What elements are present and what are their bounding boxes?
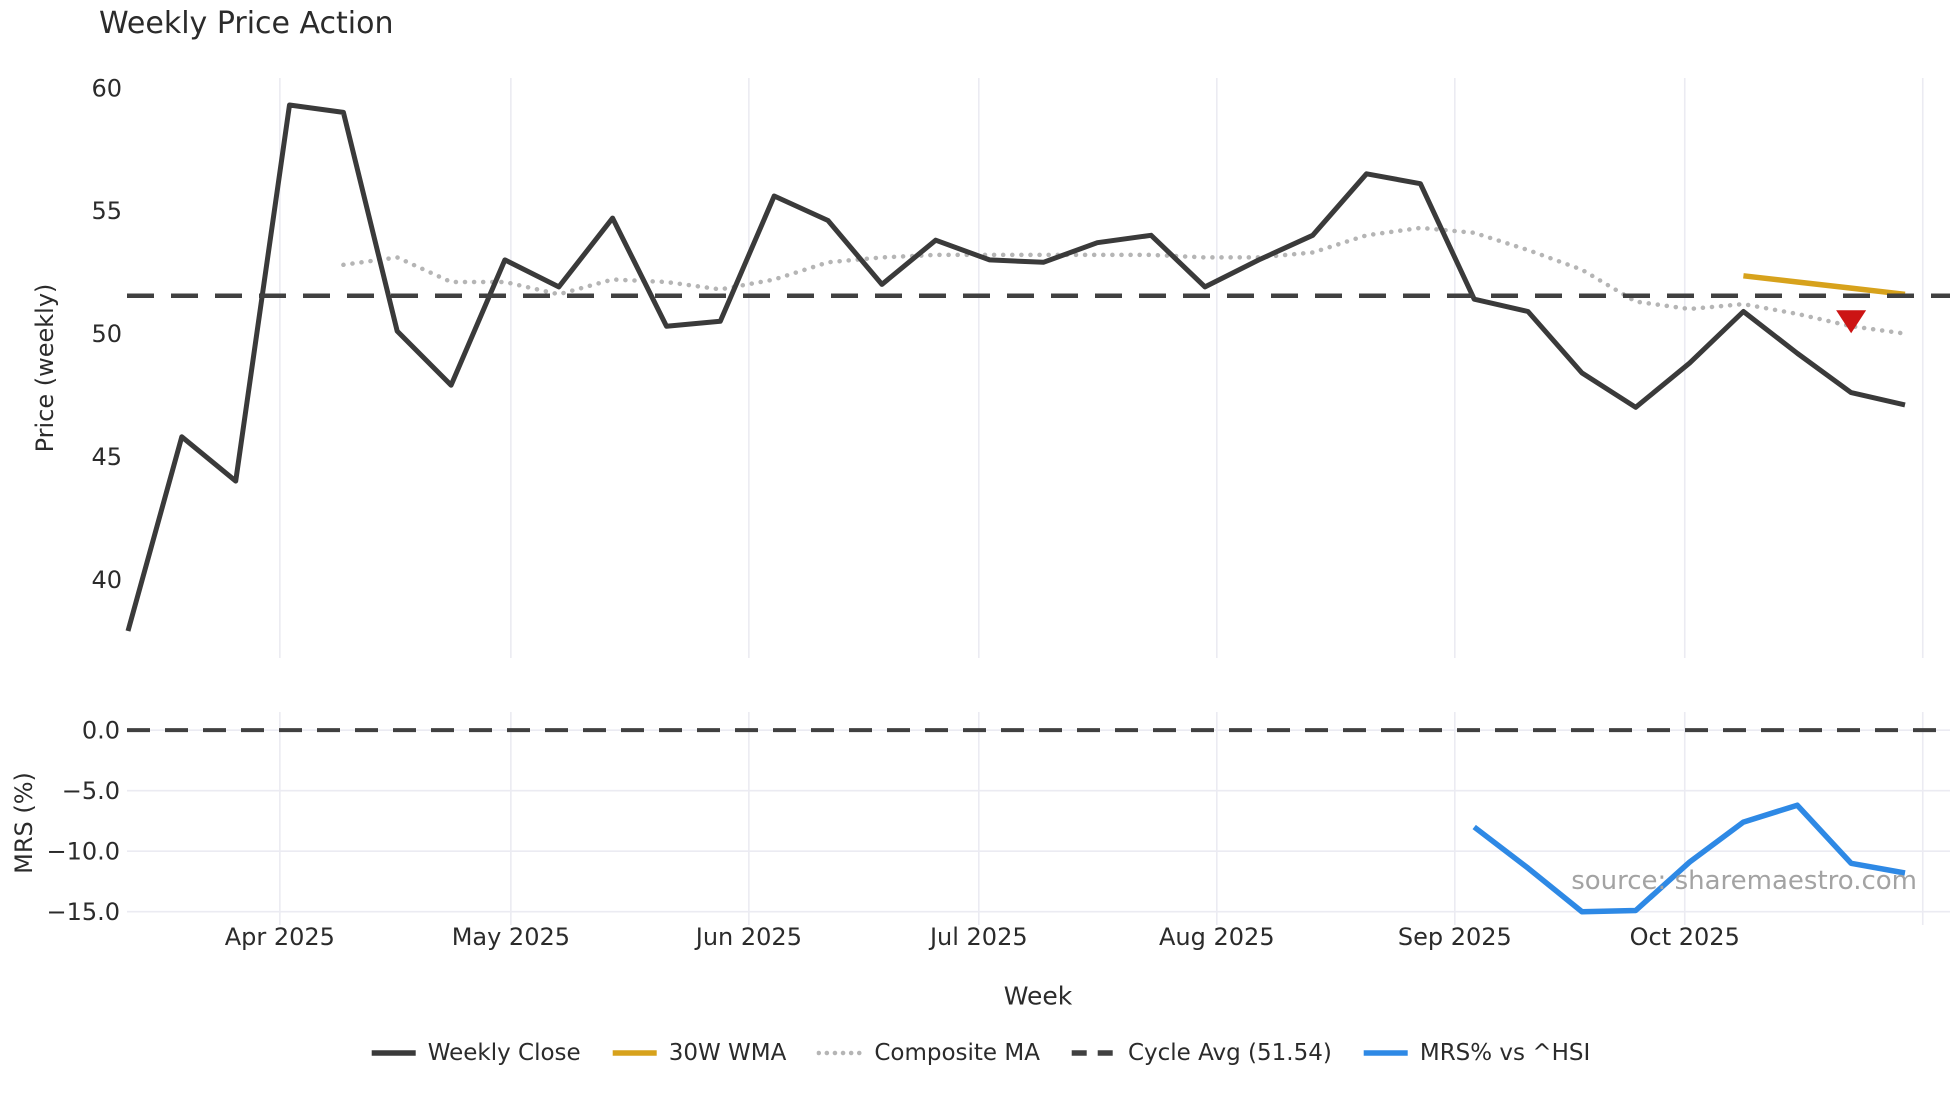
legend-swatch-dashed-line — [1071, 1050, 1116, 1056]
series-30w-wma — [1743, 273, 1906, 298]
y-tick-label: −10.0 — [46, 838, 120, 866]
legend-label: 30W WMA — [668, 1040, 787, 1066]
series-composite-ma — [341, 225, 1908, 336]
month-label: Aug 2025 — [1159, 923, 1275, 951]
month-label: Oct 2025 — [1630, 923, 1740, 951]
month-label: Sep 2025 — [1398, 923, 1512, 951]
y-tick-label: 45 — [91, 443, 122, 471]
legend-swatch-dotted-line — [816, 1050, 865, 1056]
legend-item-cycle-avg-51-54: Cycle Avg (51.54) — [1070, 1040, 1332, 1066]
y-tick-label: −5.0 — [62, 777, 120, 805]
y-tick-label: 60 — [91, 74, 122, 102]
legend-item-weekly-close: Weekly Close — [370, 1040, 581, 1066]
y-tick-label: 50 — [91, 320, 122, 348]
legend-label: Cycle Avg (51.54) — [1127, 1040, 1332, 1066]
legend-label: Weekly Close — [427, 1040, 581, 1066]
legend-swatch-solid-line — [1363, 1050, 1408, 1056]
series-mrs-vs-hsi — [1472, 802, 1906, 915]
month-label: Jul 2025 — [928, 923, 1028, 951]
series-weekly-close — [125, 102, 1906, 632]
y-tick-label: 0.0 — [82, 717, 120, 745]
month-label: Apr 2025 — [225, 923, 335, 951]
legend-swatch-solid-line — [612, 1050, 657, 1056]
month-label: May 2025 — [452, 923, 570, 951]
legend-label: Composite MA — [874, 1040, 1040, 1066]
month-label: Jun 2025 — [694, 923, 802, 951]
chart-title: Weekly Price Action — [99, 6, 394, 41]
legend-item-mrs-vs-hsi: MRS% vs ^HSI — [1362, 1040, 1590, 1066]
legend-swatch-solid-line — [371, 1050, 416, 1056]
legend: Weekly Close 30W WMA Composite MA Cycle Avg… — [370, 1040, 1590, 1066]
y-tick-label: 55 — [91, 197, 122, 225]
y-tick-label: 40 — [91, 566, 122, 594]
source-watermark: source: sharemaestro.com — [1571, 866, 1917, 896]
x-axis-label: Week — [1003, 981, 1073, 1011]
legend-item-30w-wma: 30W WMA — [611, 1040, 787, 1066]
signal-marker-triangle-down — [1836, 310, 1867, 334]
legend-label: MRS% vs ^HSI — [1419, 1040, 1591, 1066]
legend-item-composite-ma: Composite MA — [816, 1040, 1040, 1066]
y-tick-label: −15.0 — [46, 898, 120, 926]
